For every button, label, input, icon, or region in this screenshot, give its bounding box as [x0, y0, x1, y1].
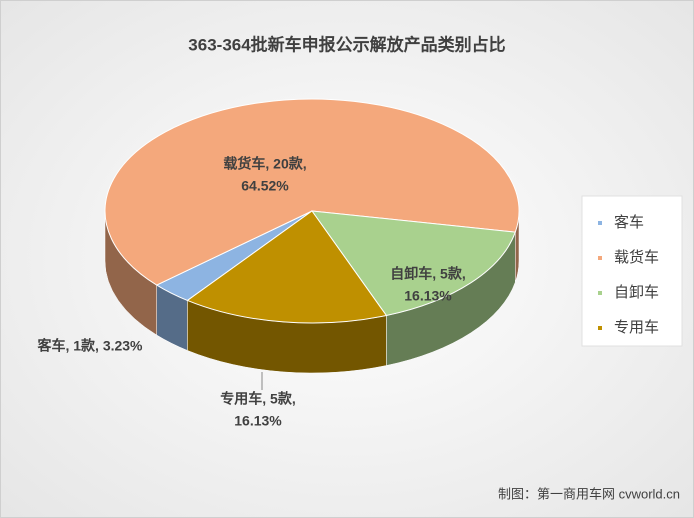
data-label: 自卸车, 5款,: [390, 266, 465, 282]
legend-label: 客车: [614, 214, 644, 231]
legend-marker: [598, 221, 602, 225]
slice: [104, 98, 520, 286]
legend-label: 专用车: [614, 319, 659, 336]
slice: [310, 210, 516, 317]
data-label: 16.13%: [404, 288, 452, 304]
data-label: 专用车, 5款,: [220, 391, 295, 407]
legend-marker: [598, 326, 602, 330]
legend-label: 自卸车: [614, 284, 659, 301]
source: 制图：第一商用车网 cvworld.cn: [498, 486, 680, 501]
data-label: 载货车, 20款,: [223, 156, 306, 172]
data-label: 客车, 1款, 3.23%: [36, 338, 143, 354]
chart-title: 363-364批新车申报公示解放产品类别占比: [188, 34, 505, 54]
legend-marker: [598, 256, 602, 260]
slice: [186, 210, 388, 324]
legend-label: 载货车: [614, 249, 659, 266]
data-label: 16.13%: [234, 413, 282, 429]
legend-marker: [598, 291, 602, 295]
data-label: 64.52%: [241, 178, 289, 194]
